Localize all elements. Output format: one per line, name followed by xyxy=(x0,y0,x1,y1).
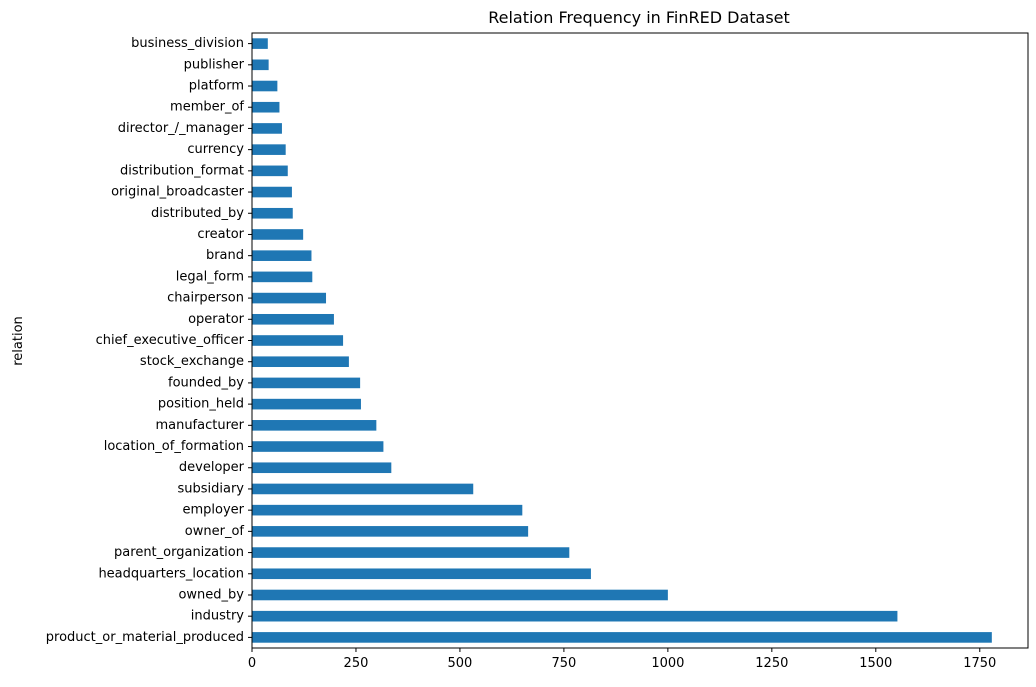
y-tick-label: director_/_manager xyxy=(118,121,245,136)
y-tick-label: employer xyxy=(182,503,244,518)
y-tick-label: chairperson xyxy=(167,291,244,306)
bar-owner-of xyxy=(252,526,529,537)
bar-chairperson xyxy=(252,292,327,304)
x-tick-label: 750 xyxy=(551,656,576,671)
bar-subsidiary xyxy=(252,483,474,495)
bar-headquarters-location xyxy=(252,568,591,580)
bar-manufacturer xyxy=(252,420,377,431)
y-tick-label: subsidiary xyxy=(177,481,244,496)
bar-chief-executive-officer xyxy=(252,335,344,346)
bar-operator xyxy=(252,313,334,325)
bar-founded-by xyxy=(252,377,361,389)
bar-currency xyxy=(252,144,286,155)
y-tick-label: distributed_by xyxy=(151,206,244,221)
y-tick-label: owned_by xyxy=(178,587,244,602)
bars-group xyxy=(252,38,992,643)
x-tick-label: 0 xyxy=(248,656,256,671)
bar-member-of xyxy=(252,101,280,113)
y-tick-label: currency xyxy=(187,142,244,157)
bar-legal-form xyxy=(252,271,313,283)
chart-title: Relation Frequency in FinRED Dataset xyxy=(488,8,790,27)
y-tick-label: developer xyxy=(179,460,245,475)
bar-owned-by xyxy=(252,589,668,601)
y-tick-label: industry xyxy=(191,609,245,624)
y-tick-label: founded_by xyxy=(168,375,244,390)
x-axis-ticks: 0 250 500 750 1000 1250 1500 1750 xyxy=(248,648,996,671)
bar-developer xyxy=(252,462,392,474)
bar-brand xyxy=(252,250,312,261)
bar-employer xyxy=(252,504,523,516)
bar-business-division xyxy=(252,38,268,49)
y-tick-label: business_division xyxy=(131,36,244,51)
y-tick-label: member_of xyxy=(170,100,244,115)
bar-location-of-formation xyxy=(252,441,384,452)
x-tick-label: 500 xyxy=(448,656,473,671)
bar-original-broadcaster xyxy=(252,186,292,198)
bar-publisher xyxy=(252,59,269,71)
y-tick-label: parent_organization xyxy=(114,545,244,560)
bar-industry xyxy=(252,610,898,622)
bar-director-manager xyxy=(252,123,282,134)
y-tick-label: chief_executive_officer xyxy=(96,333,245,348)
y-tick-label: headquarters_location xyxy=(98,566,244,581)
y-axis-label: relation xyxy=(11,316,26,366)
y-tick-label: legal_form xyxy=(176,269,244,284)
y-tick-label: distribution_format xyxy=(120,163,244,178)
y-tick-label: platform xyxy=(189,79,244,94)
y-tick-label: location_of_formation xyxy=(104,439,244,454)
y-tick-label: position_held xyxy=(158,397,244,412)
bar-stock-exchange xyxy=(252,356,349,368)
x-tick-label: 1500 xyxy=(859,656,892,671)
bar-product-or-material-produced xyxy=(252,632,992,643)
y-axis-ticks: product_or_material_produced industry owne… xyxy=(46,36,252,645)
y-tick-label: owner_of xyxy=(185,524,245,539)
y-tick-label: publisher xyxy=(184,57,245,72)
bar-parent-organization xyxy=(252,547,570,558)
bar-position-held xyxy=(252,398,361,410)
y-tick-label: manufacturer xyxy=(155,418,244,433)
x-tick-label: 1250 xyxy=(755,656,788,671)
x-tick-label: 1000 xyxy=(651,656,684,671)
x-tick-label: 1750 xyxy=(963,656,996,671)
bar-platform xyxy=(252,80,278,92)
x-tick-label: 250 xyxy=(344,656,369,671)
y-tick-label: creator xyxy=(197,227,244,242)
y-tick-label: stock_exchange xyxy=(140,354,244,369)
plot-frame xyxy=(251,32,1029,649)
y-tick-label: brand xyxy=(206,248,244,263)
bar-distribution-format xyxy=(252,165,288,177)
bar-distributed-by xyxy=(252,207,293,219)
bar-creator xyxy=(252,229,304,240)
y-tick-label: product_or_material_produced xyxy=(46,630,244,645)
y-tick-label: original_broadcaster xyxy=(111,185,245,200)
y-tick-label: operator xyxy=(188,312,245,327)
